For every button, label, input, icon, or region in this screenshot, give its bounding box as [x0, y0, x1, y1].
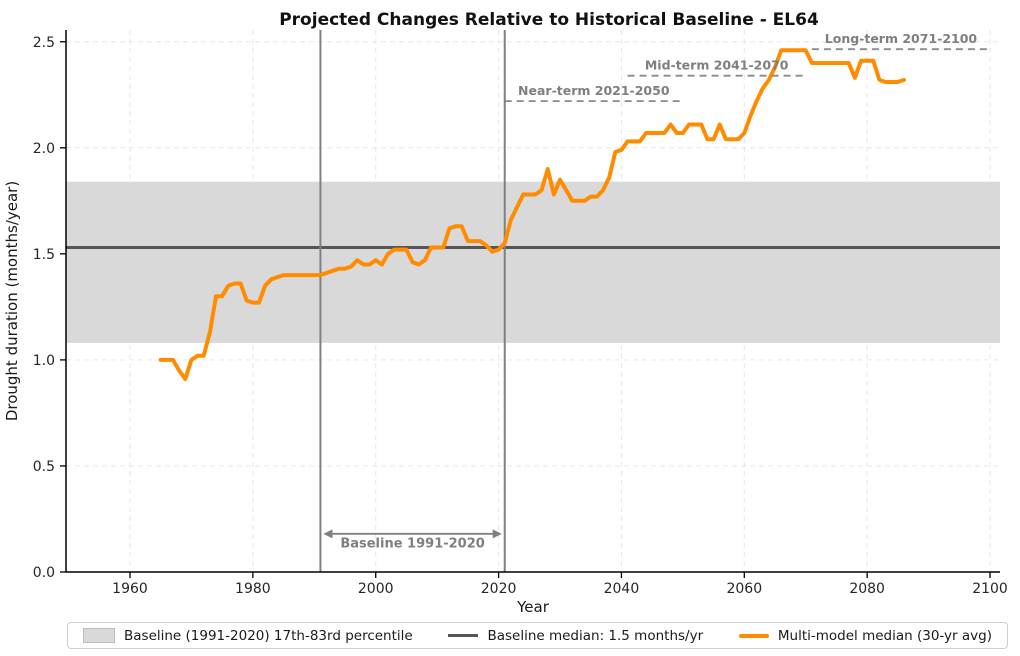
x-tick-label: 2100: [972, 581, 1008, 597]
period-marker-label: Near-term 2021-2050: [518, 83, 670, 98]
baseline-band-swatch: [83, 628, 115, 643]
multimodel-median-swatch: [738, 633, 769, 638]
baseline-percentile-band: [66, 181, 1000, 343]
legend-item-baseline-median: Baseline median: 1.5 months/yr: [448, 628, 703, 644]
legend-label-multimodel-median: Multi-model median (30-yr avg): [777, 627, 992, 644]
baseline-median-swatch: [448, 633, 479, 638]
y-tick-label: 2.0: [33, 141, 55, 157]
legend-label-baseline-median: Baseline median: 1.5 months/yr: [487, 627, 704, 644]
x-tick-label: 2040: [604, 581, 640, 597]
x-tick-label: 1980: [235, 581, 271, 597]
legend-item-multimodel-median: Multi-model median (30-yr avg): [738, 627, 992, 644]
legend: Baseline (1991-2020) 17th-83rd percentil…: [67, 622, 1008, 649]
x-tick-label: 2080: [849, 581, 885, 597]
y-axis-label: Drought duration (months/year): [3, 181, 21, 421]
y-tick-label: 0.0: [33, 565, 55, 581]
series-line-multimodel-median: [158, 48, 906, 381]
chart-title: Projected Changes Relative to Historical…: [279, 10, 819, 30]
baseline-span-arrowhead-left: [323, 529, 333, 539]
baseline-span-arrowhead-right: [492, 529, 502, 539]
y-tick-label: 1.0: [33, 353, 55, 369]
x-tick-label: 2060: [726, 581, 762, 597]
y-tick-label: 2.5: [33, 35, 55, 51]
period-marker-label: Long-term 2071-2100: [825, 31, 978, 46]
baseline-span-label: Baseline 1991-2020: [340, 537, 485, 552]
x-tick-label: 1960: [112, 581, 148, 597]
legend-label-baseline-band: Baseline (1991-2020) 17th-83rd percentil…: [124, 627, 413, 644]
legend-item-baseline-band: Baseline (1991-2020) 17th-83rd percentil…: [83, 628, 413, 644]
x-tick-label: 2000: [358, 581, 394, 597]
period-marker-label: Mid-term 2041-2070: [645, 58, 789, 73]
x-tick-label: 2020: [481, 581, 517, 597]
y-tick-label: 0.5: [33, 459, 55, 475]
y-tick-label: 1.5: [33, 247, 55, 263]
x-axis-label: Year: [516, 598, 550, 616]
